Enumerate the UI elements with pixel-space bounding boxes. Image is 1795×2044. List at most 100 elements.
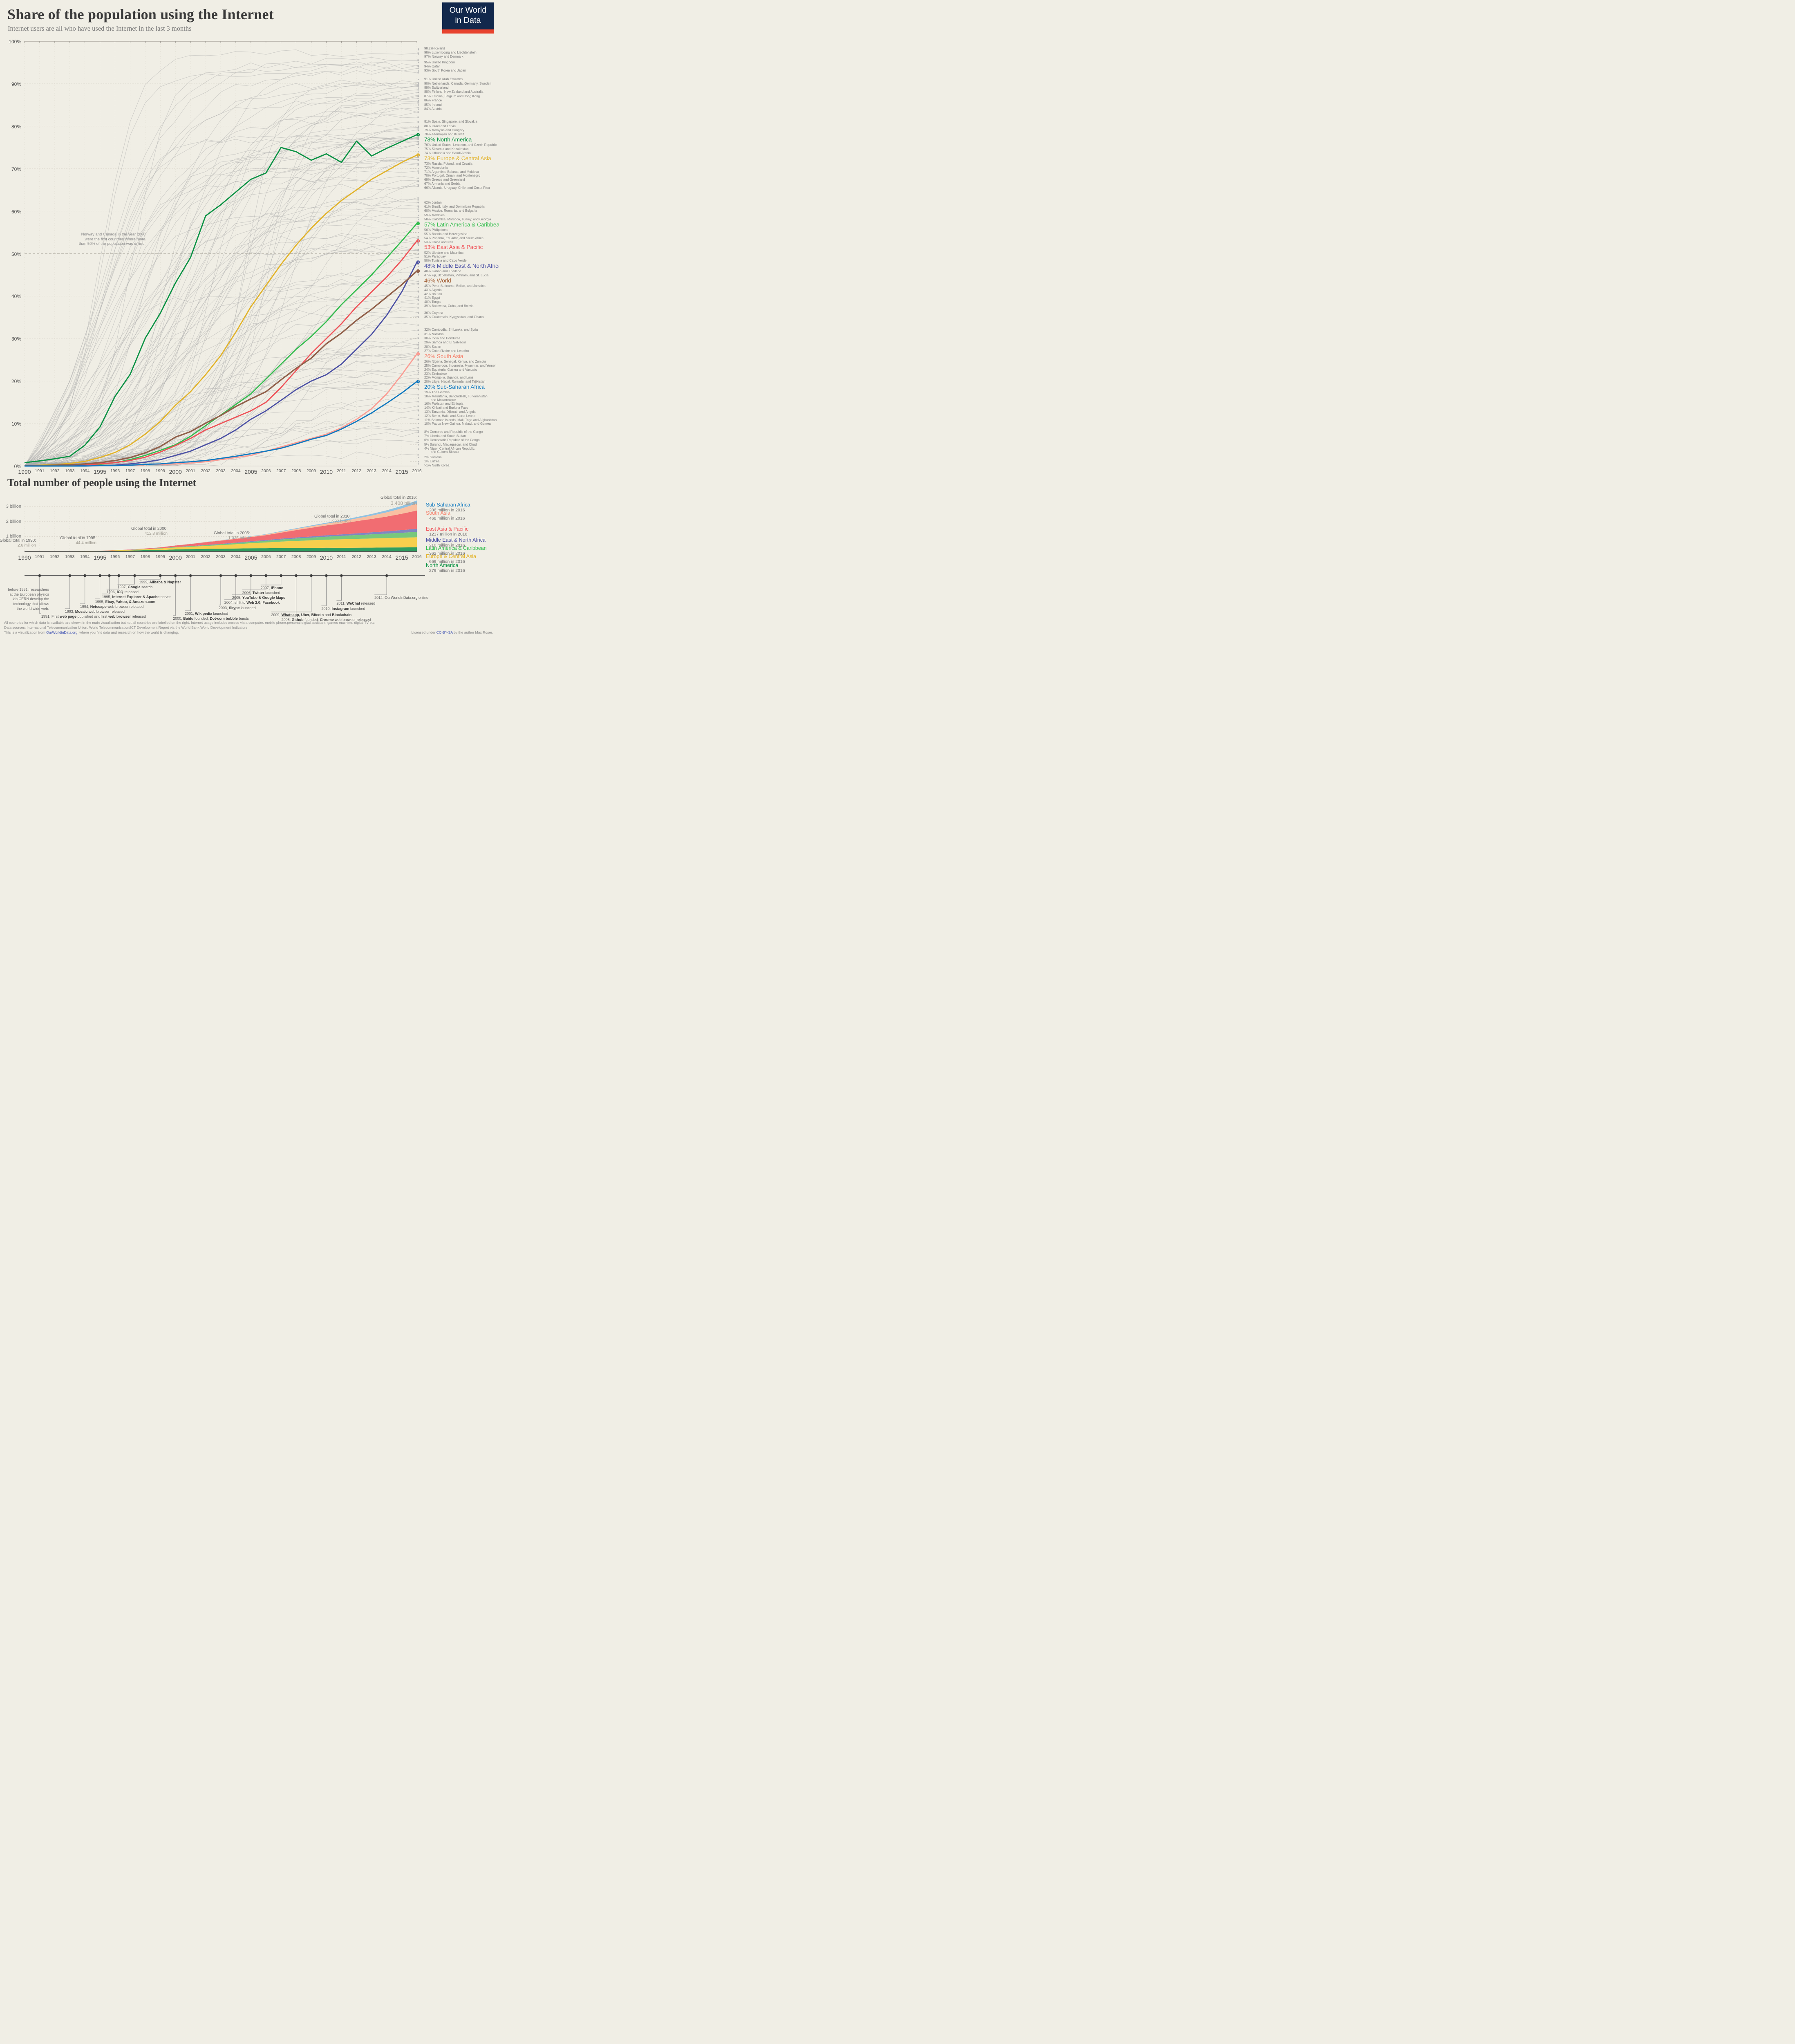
timeline-intro-line: before 1991, researchers: [8, 587, 49, 592]
country-line-endpoint: [417, 307, 419, 309]
timeline-dot: [295, 574, 298, 577]
country-line-endpoint: [417, 442, 419, 444]
chart2-x-tick: 1996: [110, 554, 120, 559]
chart2-x-tick: 2010: [320, 554, 333, 561]
timeline-dot: [234, 574, 237, 577]
country-label: 41% Egypt: [424, 296, 440, 300]
country-line-endpoint: [417, 157, 419, 159]
label-anchor-dot: [418, 444, 419, 446]
country-line: [24, 137, 417, 466]
country-label: 1% Eritrea: [424, 459, 440, 464]
chart2-x-tick: 2011: [337, 554, 346, 559]
license-link[interactable]: CC-BY-SA: [436, 630, 453, 634]
country-line-endpoint: [417, 138, 419, 140]
chart1-annotation-line: Norway and Canada in the year 2000: [81, 232, 145, 237]
country-label: 50% Tunisia and Cabo Verde: [424, 259, 467, 263]
timeline-event-text: Chrome: [320, 618, 334, 622]
country-label: 26% Nigeria, Senegal, Kenya, and Zambia: [424, 360, 486, 364]
owid-link[interactable]: OurWorldinData.org: [46, 630, 78, 634]
y-axis-label: 10%: [11, 421, 21, 427]
timeline-connector: [173, 577, 176, 616]
chart2-legend-na: North America 279 million in 2016: [426, 563, 465, 573]
country-label: 20% Libya, Nepal, Rwanda, and Tajikistan: [424, 380, 486, 384]
country-label: 23% Zimbabwe: [424, 372, 447, 376]
country-line: [24, 98, 417, 466]
region-line-eap: [25, 240, 418, 467]
country-line-endpoint: [417, 343, 419, 345]
global-total-line: 1.992 billion: [329, 519, 351, 524]
country-label: 40% Tonga: [424, 300, 441, 304]
y-axis-label: 20%: [11, 379, 21, 385]
chart2-x-tick: 1999: [155, 554, 165, 559]
region-label-lac: 57% Latin America & Caribbean: [424, 221, 499, 228]
country-label: 19% The Gambia: [424, 390, 450, 394]
country-line-endpoint: [417, 60, 419, 62]
timeline-event-text: web browser: [108, 614, 131, 619]
timeline-connector: [232, 577, 251, 595]
timeline-intro-line: technology that allows: [13, 602, 49, 606]
label-anchor-dot: [418, 329, 419, 331]
timeline-connector: [321, 577, 327, 606]
country-label-line: and Mozambique: [431, 398, 456, 402]
country-line-endpoint: [417, 81, 419, 83]
timeline-dot: [385, 574, 388, 577]
label-anchor-dot: [418, 227, 419, 229]
country-line: [24, 62, 417, 466]
country-line-endpoint: [417, 67, 419, 69]
chart-canvas: [24, 41, 425, 617]
timeline-event-text: bursts: [237, 616, 249, 621]
label-anchor-dot: [418, 342, 419, 344]
timeline-dot: [159, 574, 162, 577]
label-anchor-dot: [418, 231, 419, 233]
country-line-endpoint: [417, 85, 419, 86]
country-line-endpoint: [417, 324, 419, 326]
label-anchor-dot: [418, 397, 419, 399]
x-axis-tick: 1992: [50, 468, 60, 473]
label-anchor-dot: [418, 104, 419, 106]
country-label: 72% Macedonia: [424, 166, 448, 170]
timeline-event-text: 2011,: [336, 601, 347, 605]
country-label: 56% Philippines: [424, 228, 448, 232]
country-label: 58% Colombia, Morocco, Turkey, and Georg…: [424, 217, 491, 222]
timeline-connector: [336, 577, 342, 601]
country-line-endpoint: [417, 197, 419, 199]
country-line-endpoint: [417, 303, 419, 305]
country-line: [24, 153, 417, 466]
country-line-endpoint: [417, 177, 419, 179]
country-line: [24, 137, 417, 466]
timeline-dot: [108, 574, 111, 577]
label-anchor-dot: [418, 185, 419, 186]
label-anchor-dot: [418, 334, 419, 335]
timeline-event: 1994, Netscape web browser released: [80, 605, 144, 609]
chart2-x-tick: 2007: [276, 554, 286, 559]
license-prefix: Licensed under: [411, 630, 436, 634]
x-axis-tick: 1999: [155, 468, 165, 473]
label-anchor-dot: [418, 253, 419, 255]
label-anchor-dot: [418, 435, 419, 437]
timeline-event: 1995, Ebay, Yahoo, & Amazon.com: [95, 600, 155, 604]
country-line: [24, 298, 417, 466]
timeline-event-text: 2010,: [321, 607, 332, 611]
timeline-intro: before 1991, researchers at the European …: [3, 587, 49, 611]
country-label: 74% Lithuania and Saudi Arabia: [424, 151, 471, 155]
country-line: [24, 157, 417, 466]
label-anchor-dot: [418, 359, 419, 361]
timeline-dot: [38, 574, 41, 577]
country-label: 52% Ukraine and Mauritius: [424, 251, 464, 255]
global-total-line: 1.026 billion: [228, 536, 250, 540]
timeline-event-text: ICQ: [116, 590, 123, 594]
timeline-connector: [218, 577, 221, 605]
label-anchor-dot: [418, 419, 419, 420]
label-anchor-dot: [418, 346, 419, 348]
chart2-x-tick: 2008: [291, 554, 301, 559]
label-anchor-dot: [418, 121, 419, 123]
country-label: 55% Bosnia and Herzegovina: [424, 232, 468, 236]
timeline-event: 2005, YouTube & Google Maps: [232, 596, 285, 600]
country-label: 39% Botswana, Cuba, and Bolivia: [424, 304, 474, 308]
chart2-x-tick: 1992: [50, 554, 60, 559]
country-line: [24, 204, 417, 466]
label-anchor-dot: [418, 96, 419, 97]
country-label: 16% Pakistan and Ethiopia: [424, 402, 463, 406]
country-line-endpoint: [417, 226, 419, 228]
timeline-event-text: 1995,: [102, 595, 112, 599]
